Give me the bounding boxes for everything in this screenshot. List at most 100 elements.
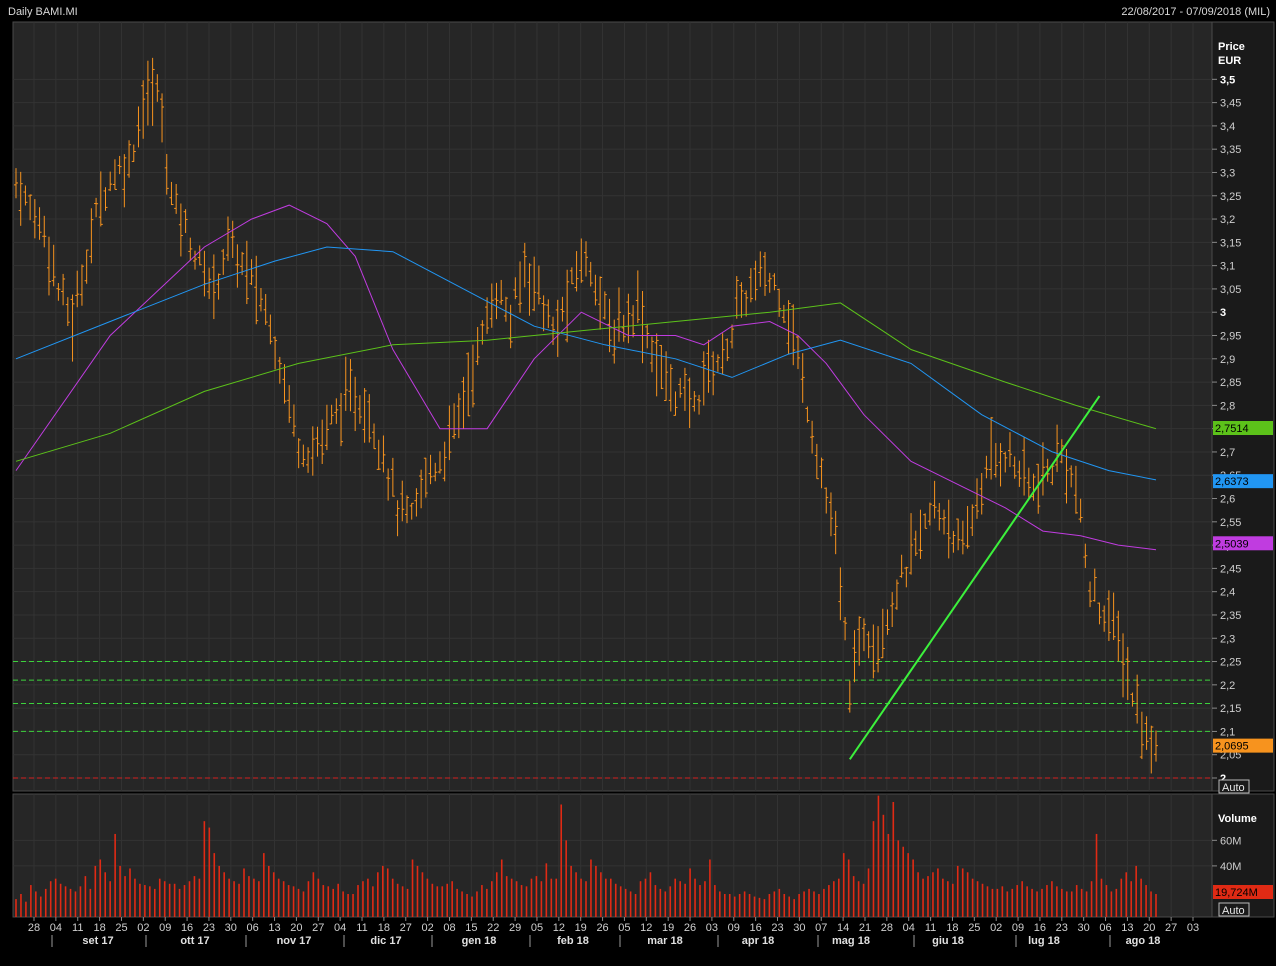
x-month-label: gen 18 [462, 935, 497, 947]
x-day-label: 05 [531, 922, 543, 934]
price-plot-area[interactable] [12, 21, 1213, 792]
y-tick-label: 2,25 [1220, 657, 1241, 669]
price-axis-title: Price [1218, 41, 1245, 53]
moving-averages [15, 204, 1157, 551]
price-axis-unit: EUR [1218, 55, 1241, 67]
x-day-label: 03 [706, 922, 718, 934]
y-tick-label: 3,5 [1220, 74, 1235, 86]
x-day-label: 28 [881, 922, 893, 934]
x-day-label: 16 [181, 922, 193, 934]
date-range: 22/08/2017 - 07/09/2018 (MIL) [1121, 6, 1270, 18]
volume-tick-label: 60M [1220, 835, 1241, 847]
x-day-label: 27 [1165, 922, 1177, 934]
x-day-label: 16 [1034, 922, 1046, 934]
value-badge [1213, 536, 1273, 551]
x-month-label: apr 18 [742, 935, 774, 947]
value-badge [1213, 421, 1273, 436]
y-tick-label: 3,15 [1220, 237, 1241, 249]
x-month-label: ago 18 [1126, 935, 1161, 947]
y-tick-label: 2,6 [1220, 494, 1235, 506]
value-badge-label: 19,724M [1215, 887, 1258, 899]
trendline-segment [848, 395, 1101, 760]
y-tick-label: 2,55 [1220, 517, 1241, 529]
x-day-label: 27 [400, 922, 412, 934]
x-month-label: dic 17 [370, 935, 401, 947]
moving-average-line [15, 302, 1157, 462]
x-month-label: ott 17 [180, 935, 209, 947]
x-day-label: 26 [684, 922, 696, 934]
value-badge [1213, 885, 1273, 899]
value-badge [1213, 474, 1273, 489]
y-tick-label: 2,8 [1220, 400, 1235, 412]
volume-auto-label: Auto [1222, 905, 1245, 917]
value-badge-label: 2,7514 [1215, 423, 1249, 435]
x-day-label: 19 [662, 922, 674, 934]
volume-bars [15, 795, 1157, 917]
x-day-label: 18 [378, 922, 390, 934]
x-day-label: 30 [793, 922, 805, 934]
x-day-label: 11 [356, 922, 367, 934]
y-tick-label: 2,95 [1220, 331, 1241, 343]
volume-axis-ticks: 60M 40M [1212, 835, 1241, 873]
x-day-label: 04 [50, 922, 62, 934]
value-badge-label: 2,5039 [1215, 538, 1249, 550]
y-tick-label: 3,05 [1220, 284, 1241, 296]
y-tick-label: 2,35 [1220, 610, 1241, 622]
y-tick-label: 3,1 [1220, 261, 1235, 273]
x-day-label: 23 [203, 922, 215, 934]
x-day-label: 12 [553, 922, 565, 934]
y-tick-label: 2,85 [1220, 377, 1241, 389]
x-day-label: 09 [1012, 922, 1024, 934]
y-tick-label: 2,9 [1220, 354, 1235, 366]
x-day-label: 28 [28, 922, 40, 934]
x-month-label: set 17 [82, 935, 113, 947]
y-tick-label: 2,45 [1220, 563, 1241, 575]
x-day-label: 22 [487, 922, 499, 934]
x-day-label: 15 [465, 922, 477, 934]
y-tick-label: 3,45 [1220, 98, 1241, 110]
x-day-label: 11 [925, 922, 936, 934]
y-tick-label: 3,2 [1220, 214, 1235, 226]
x-day-label: 02 [990, 922, 1002, 934]
x-month-label: nov 17 [277, 935, 312, 947]
x-day-label: 04 [334, 922, 346, 934]
value-badge-label: 2,6373 [1215, 476, 1249, 488]
trendline[interactable] [848, 395, 1101, 760]
y-tick-label: 2,2 [1220, 680, 1235, 692]
x-day-label: 03 [1187, 922, 1199, 934]
grid-lines [13, 22, 1212, 917]
y-tick-label: 2,7 [1220, 447, 1235, 459]
y-tick-label: 2,05 [1220, 750, 1241, 762]
x-day-label: 30 [1078, 922, 1090, 934]
volume-axis-title: Volume [1218, 813, 1257, 825]
x-day-label: 07 [815, 922, 827, 934]
x-day-label: 09 [159, 922, 171, 934]
x-day-label: 18 [946, 922, 958, 934]
x-day-label: 16 [750, 922, 762, 934]
x-day-label: 26 [596, 922, 608, 934]
y-tick-label: 2 [1220, 773, 1226, 785]
date-axis: 28 04 11 18 25 02 09 16 23 30 06 13 20 27 04 11 18 27 02 08… [28, 917, 1199, 947]
x-day-label: 06 [1099, 922, 1111, 934]
x-month-label: lug 18 [1028, 935, 1060, 947]
x-month-label: mar 18 [647, 935, 682, 947]
x-month-label: mag 18 [832, 935, 870, 947]
y-tick-label: 2,4 [1220, 587, 1235, 599]
volume-auto-button[interactable]: Auto [1218, 902, 1250, 917]
x-day-label: 21 [859, 922, 871, 934]
volume-tick-label: 40M [1220, 861, 1241, 873]
x-day-label: 06 [247, 922, 259, 934]
price-axis-area[interactable] [1211, 21, 1275, 792]
x-day-label: 11 [72, 922, 83, 934]
moving-average-line [15, 246, 1157, 481]
x-day-label: 23 [1056, 922, 1068, 934]
price-auto-button[interactable]: Auto [1218, 779, 1250, 794]
x-day-label: 12 [640, 922, 652, 934]
x-day-label: 27 [312, 922, 324, 934]
y-tick-label: 3,4 [1220, 121, 1235, 133]
x-day-label: 02 [421, 922, 433, 934]
y-tick-label: 2,3 [1220, 633, 1235, 645]
x-day-label: 08 [443, 922, 455, 934]
x-day-label: 29 [509, 922, 521, 934]
y-tick-label: 2,1 [1220, 726, 1235, 738]
